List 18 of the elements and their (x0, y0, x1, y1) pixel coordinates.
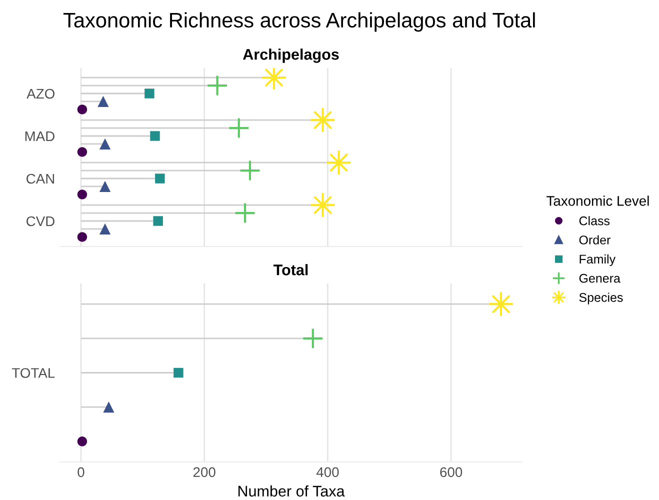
legend-label: Class (579, 216, 610, 226)
y-tick-label: AZO (26, 88, 54, 99)
chart-subtitle: Archipelagos (242, 48, 339, 63)
x-axis-title: Number of Taxa (238, 485, 345, 497)
x-tick-label: 0 (78, 467, 84, 478)
chart-title: Taxonomic Richness across Archipelagos and Total (63, 12, 535, 32)
chart-subtitle: Total (273, 264, 308, 276)
x-tick-label: 400 (316, 467, 339, 478)
y-tick-label: CVD (26, 216, 54, 226)
x-tick-label: 200 (193, 467, 216, 478)
x-tick-label: 600 (440, 467, 462, 478)
legend-label: Genera (579, 274, 620, 283)
y-tick-label: MAD (25, 131, 54, 142)
y-tick-label: TOTAL (12, 368, 55, 378)
legend-label: Order (579, 235, 610, 244)
legend-label: Family (580, 254, 616, 266)
y-tick-label: CAN (26, 174, 54, 184)
legend-title: Taxonomic Level (546, 196, 649, 206)
